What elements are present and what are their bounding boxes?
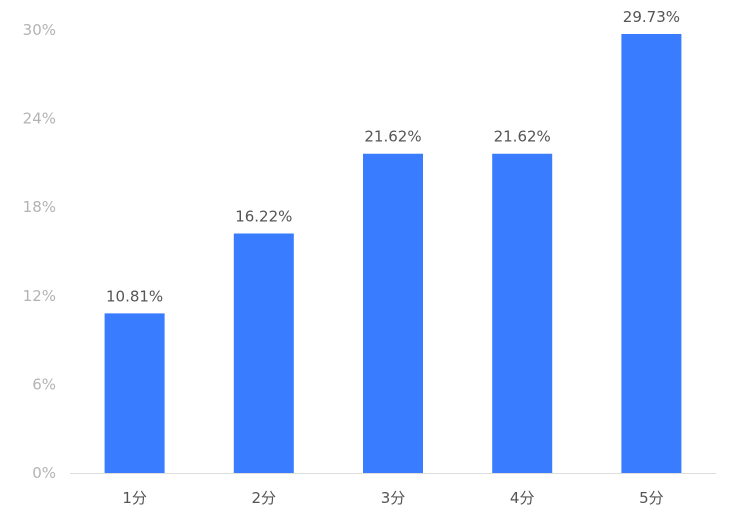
x-tick-label: 2分 (252, 489, 277, 507)
bar (492, 153, 553, 473)
y-tick-label: 0% (32, 464, 56, 482)
y-tick-label: 6% (32, 375, 56, 393)
data-label: 21.62% (494, 128, 551, 146)
x-axis: 1分 2分 3分 4分 5分 (70, 473, 716, 507)
x-tick-label: 3分 (381, 489, 406, 507)
bar (233, 233, 294, 473)
y-tick-label: 30% (23, 21, 56, 39)
bars (104, 33, 682, 473)
x-tick-label: 1分 (122, 489, 147, 507)
data-label: 21.62% (364, 128, 421, 146)
y-tick-label: 18% (23, 198, 56, 216)
bar (621, 33, 682, 473)
bar (363, 153, 423, 473)
data-label: 10.81% (106, 287, 163, 305)
y-axis: 0% 6% 12% 18% 24% 30% (23, 21, 56, 482)
y-tick-label: 12% (23, 287, 56, 305)
x-tick-label: 5分 (639, 489, 664, 507)
data-labels: 10.81% 16.22% 21.62% 21.62% 29.73% (106, 8, 680, 305)
data-label: 29.73% (623, 8, 680, 26)
y-tick-label: 24% (23, 110, 56, 128)
bar (104, 313, 165, 473)
x-tick-label: 4分 (510, 489, 535, 507)
data-label: 16.22% (235, 207, 292, 225)
